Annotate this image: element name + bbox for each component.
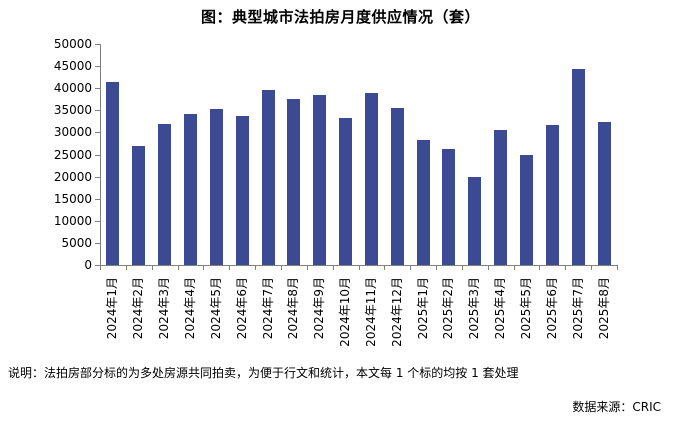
y-axis-label: 0 xyxy=(84,258,92,272)
y-axis-tick xyxy=(95,110,100,112)
y-axis-line xyxy=(100,44,101,266)
bar xyxy=(313,95,327,265)
x-axis-label: 2024年8月 xyxy=(286,277,301,340)
x-axis-tick xyxy=(255,266,257,270)
bar xyxy=(183,114,197,265)
x-axis-tick xyxy=(203,266,205,270)
y-axis-label: 35000 xyxy=(53,103,92,118)
chart-title: 图：典型城市法拍房月度供应情况（套） xyxy=(200,8,480,26)
y-axis-tick xyxy=(95,66,100,68)
y-axis-tick xyxy=(95,44,100,45)
y-axis-label: 40000 xyxy=(53,81,92,96)
bar xyxy=(132,145,146,265)
x-axis-tick xyxy=(461,266,463,270)
y-axis-tick xyxy=(95,220,100,222)
x-axis-tick xyxy=(384,266,386,270)
x-axis-tick xyxy=(410,266,412,270)
y-axis-tick xyxy=(95,265,100,266)
x-axis-tick xyxy=(617,266,618,270)
x-axis-label: 2025年7月 xyxy=(570,277,585,340)
bar xyxy=(597,122,611,265)
bar xyxy=(209,109,223,265)
x-axis-label: 2024年7月 xyxy=(260,277,275,340)
x-axis-tick xyxy=(229,266,231,270)
x-axis-tick xyxy=(151,266,153,270)
x-axis-label: 2025年4月 xyxy=(493,277,508,340)
y-axis-tick xyxy=(95,132,100,134)
x-axis-line xyxy=(100,265,618,266)
y-axis-tick xyxy=(95,176,100,178)
x-axis-label: 2024年5月 xyxy=(208,277,223,340)
x-axis-label: 2025年2月 xyxy=(441,277,456,340)
x-axis-tick xyxy=(280,266,282,270)
y-axis-label: 10000 xyxy=(53,213,92,228)
x-axis-tick xyxy=(358,266,360,270)
bar xyxy=(442,148,456,265)
x-axis-tick xyxy=(177,266,179,270)
x-axis-label: 2024年10月 xyxy=(338,277,353,347)
y-axis-label: 25000 xyxy=(53,147,92,162)
x-axis-label: 2025年1月 xyxy=(415,277,430,340)
y-axis-tick xyxy=(95,198,100,200)
x-axis-tick xyxy=(565,266,567,270)
y-axis-label: 5000 xyxy=(61,235,92,250)
footnote-text: 说明：法拍房部分标的为多处房源共同拍卖，为便于行文和统计，本文每 1 个标的均按… xyxy=(8,366,519,380)
x-axis-tick xyxy=(513,266,515,270)
x-axis-label: 2024年1月 xyxy=(105,277,120,340)
x-axis-label: 2025年8月 xyxy=(596,277,611,340)
y-axis-label: 45000 xyxy=(53,59,92,74)
x-axis-label: 2024年4月 xyxy=(182,277,197,340)
x-axis-label: 2024年11月 xyxy=(363,277,378,347)
y-axis-label: 50000 xyxy=(53,37,92,51)
bar xyxy=(494,130,508,265)
x-axis-tick xyxy=(125,266,127,270)
x-axis-tick xyxy=(591,266,593,270)
x-axis-label: 2024年9月 xyxy=(312,277,327,340)
data-source-text: 数据来源：CRIC xyxy=(572,400,661,414)
bar xyxy=(468,177,482,265)
x-axis-label: 2024年2月 xyxy=(131,277,146,340)
y-axis-tick xyxy=(95,242,100,244)
bar xyxy=(364,92,378,265)
bar xyxy=(261,90,275,265)
x-axis-tick xyxy=(306,266,308,270)
y-axis-label: 30000 xyxy=(53,125,92,140)
bar xyxy=(520,154,534,265)
x-axis-label: 2025年6月 xyxy=(544,277,559,340)
bar xyxy=(545,124,559,265)
bar-chart: 0 5000 10000 15000 20000 25000 30000 35000 40000… xyxy=(53,37,618,347)
bar xyxy=(235,116,249,265)
y-axis-label: 20000 xyxy=(53,169,92,184)
x-axis-tick xyxy=(539,266,541,270)
bar xyxy=(339,117,353,265)
y-axis-tick xyxy=(95,88,100,90)
x-axis-tick xyxy=(332,266,334,270)
bar xyxy=(416,139,430,265)
y-axis-label: 15000 xyxy=(53,191,92,206)
x-axis-label: 2024年6月 xyxy=(234,277,249,340)
x-axis-tick xyxy=(487,266,489,270)
bar xyxy=(571,69,585,265)
x-axis-label: 2025年3月 xyxy=(467,277,482,340)
x-axis-label: 2024年3月 xyxy=(157,277,172,340)
x-axis-label: 2025年5月 xyxy=(519,277,534,340)
bar xyxy=(158,123,172,265)
bar xyxy=(287,99,301,265)
bar xyxy=(390,108,404,265)
x-axis-tick xyxy=(100,266,101,270)
x-axis-label: 2024年12月 xyxy=(389,277,404,347)
y-axis-tick xyxy=(95,154,100,156)
bar xyxy=(106,82,120,265)
x-axis-tick xyxy=(436,266,438,270)
